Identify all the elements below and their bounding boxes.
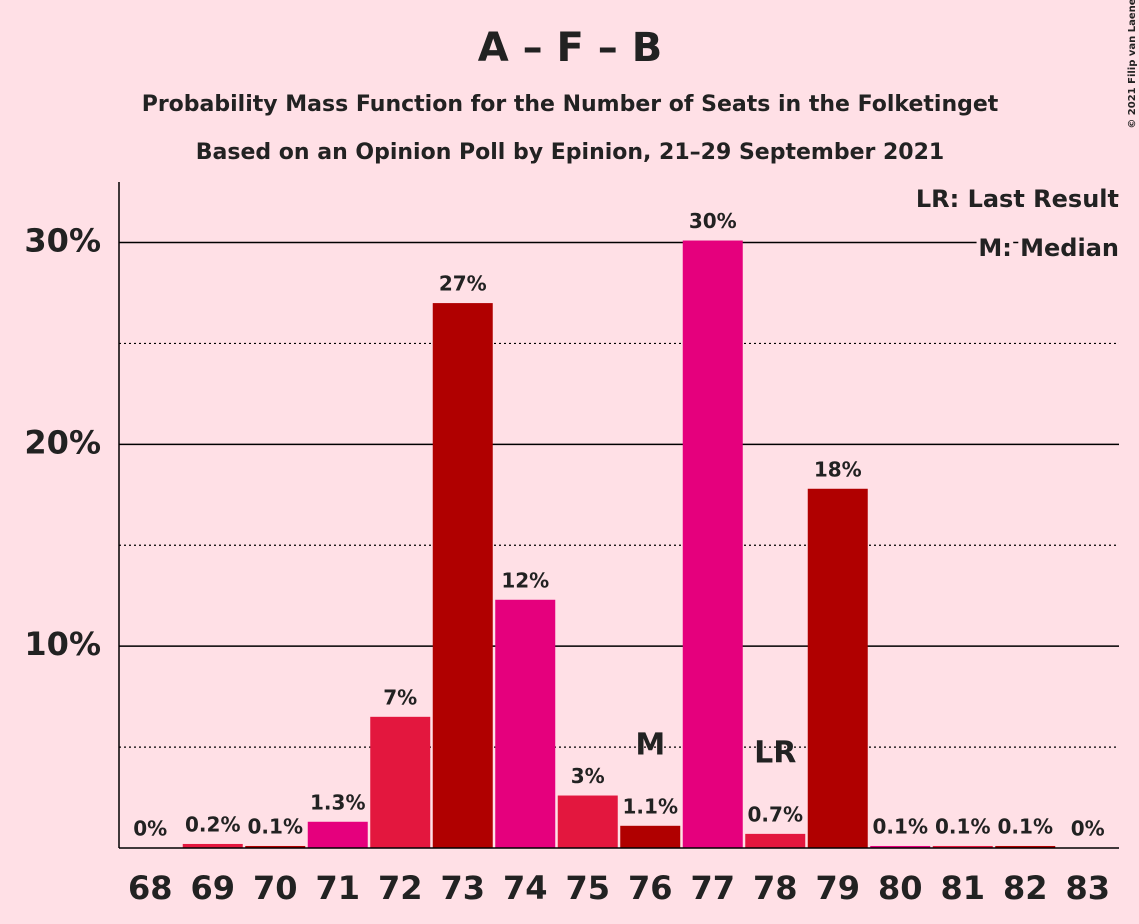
chart-subtitle: Based on an Opinion Poll by Epinion, 21–… xyxy=(196,140,944,165)
bar xyxy=(682,240,743,848)
chart-title: A – F – B xyxy=(478,25,662,71)
bar xyxy=(307,821,368,848)
value-label: 0% xyxy=(133,817,167,841)
x-tick-label: 80 xyxy=(878,869,923,907)
value-label: 3% xyxy=(571,764,605,788)
legend-entry: LR: Last Result xyxy=(916,185,1119,213)
value-label: 0.1% xyxy=(248,814,303,838)
value-label: 18% xyxy=(814,457,862,481)
bar xyxy=(995,845,1056,848)
value-label: 0.7% xyxy=(748,802,803,826)
x-tick-label: 82 xyxy=(1003,869,1048,907)
value-label: 30% xyxy=(689,209,737,233)
bar xyxy=(807,488,868,848)
bar xyxy=(870,845,931,848)
x-tick-label: 69 xyxy=(190,869,235,907)
bar xyxy=(932,845,993,848)
x-tick-label: 68 xyxy=(128,869,173,907)
bar xyxy=(557,795,618,848)
value-label: 0.2% xyxy=(185,812,240,836)
value-label: 0.1% xyxy=(935,814,990,838)
value-label: 1.1% xyxy=(623,794,678,818)
y-tick-label: 20% xyxy=(24,423,101,461)
x-tick-label: 79 xyxy=(815,869,860,907)
x-tick-label: 71 xyxy=(315,869,360,907)
bar xyxy=(432,303,493,848)
x-tick-label: 81 xyxy=(940,869,985,907)
x-tick-label: 74 xyxy=(503,869,548,907)
bar xyxy=(495,599,556,848)
x-tick-label: 72 xyxy=(378,869,423,907)
bar xyxy=(370,716,431,848)
value-label: 1.3% xyxy=(310,790,365,814)
value-label: 7% xyxy=(383,685,417,709)
chart-subtitle: Probability Mass Function for the Number… xyxy=(142,92,999,117)
annotation: LR xyxy=(754,735,796,770)
value-label: 27% xyxy=(439,272,487,296)
value-label: 0% xyxy=(1071,817,1105,841)
x-tick-label: 73 xyxy=(440,869,485,907)
value-label: 0.1% xyxy=(873,814,928,838)
y-tick-label: 30% xyxy=(24,222,101,260)
legend-entry: M: Median xyxy=(978,234,1119,262)
value-label: 12% xyxy=(501,568,549,592)
value-label: 0.1% xyxy=(998,814,1053,838)
bar xyxy=(745,833,806,848)
annotation: M xyxy=(635,727,665,762)
x-tick-label: 77 xyxy=(690,869,735,907)
x-tick-label: 70 xyxy=(253,869,298,907)
y-tick-label: 10% xyxy=(24,625,101,663)
credit: © 2021 Filip van Laenen xyxy=(1127,0,1138,129)
bar xyxy=(620,825,681,848)
x-tick-label: 83 xyxy=(1065,869,1110,907)
bar xyxy=(182,843,243,848)
x-tick-label: 75 xyxy=(565,869,610,907)
bar xyxy=(245,845,306,848)
x-tick-label: 76 xyxy=(628,869,673,907)
x-tick-label: 78 xyxy=(753,869,798,907)
